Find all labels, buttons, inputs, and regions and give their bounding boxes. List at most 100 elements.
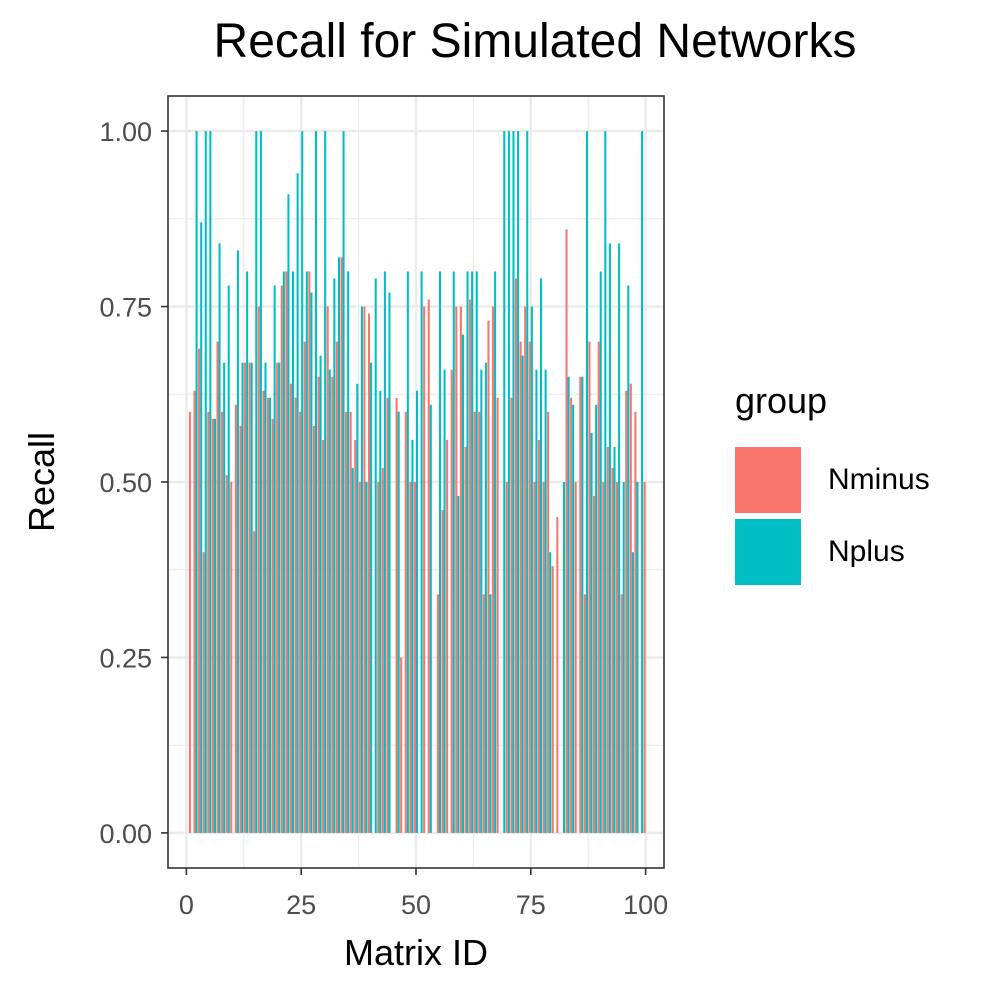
bar-nplus-58 bbox=[452, 271, 455, 833]
bar-nminus-47 bbox=[400, 657, 403, 833]
x-tick-label: 100 bbox=[623, 890, 668, 920]
bar-nplus-25 bbox=[301, 131, 304, 833]
bar-nminus-40 bbox=[368, 313, 371, 833]
bar-nplus-51 bbox=[420, 271, 423, 833]
bar-nplus-36 bbox=[351, 467, 354, 833]
bar-nplus-46 bbox=[397, 411, 400, 833]
bar-nplus-62 bbox=[471, 271, 474, 833]
bar-nminus-23 bbox=[289, 383, 292, 833]
bar-nminus-86 bbox=[579, 376, 582, 833]
bar-nminus-38 bbox=[358, 482, 361, 833]
bar-nplus-29 bbox=[319, 355, 322, 833]
bar-nplus-86 bbox=[581, 376, 584, 833]
bar-nminus-98 bbox=[634, 411, 637, 833]
bar-nplus-69 bbox=[503, 131, 506, 833]
bar-nplus-77 bbox=[540, 278, 543, 833]
bar-nminus-22 bbox=[285, 271, 288, 833]
bar-nplus-3 bbox=[200, 222, 203, 833]
bar-nminus-72 bbox=[514, 278, 518, 833]
bar-nminus-75 bbox=[528, 341, 531, 833]
bar-nminus-21 bbox=[280, 285, 283, 833]
bar-nplus-24 bbox=[296, 173, 299, 833]
bar-nplus-40 bbox=[370, 362, 373, 833]
bar-nminus-83 bbox=[565, 229, 568, 833]
bar-nminus-70 bbox=[505, 482, 508, 833]
y-tick-label: 0.25 bbox=[99, 643, 152, 673]
bar-nminus-42 bbox=[377, 482, 380, 833]
bar-nplus-16 bbox=[259, 131, 262, 833]
bar-nplus-31 bbox=[328, 369, 331, 833]
bar-nminus-46 bbox=[395, 397, 398, 833]
bar-nplus-14 bbox=[250, 362, 253, 833]
legend-swatch-nplus bbox=[735, 519, 801, 585]
y-tick-label: 0.50 bbox=[99, 468, 152, 498]
bar-nplus-37 bbox=[356, 383, 359, 833]
bar-nplus-99 bbox=[641, 131, 644, 833]
bar-nminus-60 bbox=[459, 306, 462, 833]
bar-nplus-61 bbox=[466, 271, 469, 833]
y-tick-label: 0.00 bbox=[99, 819, 152, 849]
bar-nminus-96 bbox=[625, 390, 628, 833]
bar-nminus-13 bbox=[244, 362, 247, 833]
bar-nplus-6 bbox=[213, 418, 216, 833]
bar-nminus-26 bbox=[303, 341, 306, 833]
bar-nminus-84 bbox=[570, 397, 573, 833]
bar-nplus-95 bbox=[622, 482, 625, 833]
bar-nplus-87 bbox=[585, 131, 588, 833]
bar-nminus-89 bbox=[593, 496, 596, 833]
bar-nplus-19 bbox=[273, 285, 276, 833]
bar-nminus-53 bbox=[427, 299, 430, 833]
bar-nplus-94 bbox=[618, 243, 621, 833]
bar-nplus-82 bbox=[562, 482, 566, 833]
bar-nminus-78 bbox=[542, 482, 545, 833]
bar-nminus-97 bbox=[629, 383, 632, 833]
bar-nminus-30 bbox=[322, 439, 325, 833]
bar-nplus-72 bbox=[517, 131, 520, 833]
bar-nminus-39 bbox=[363, 306, 366, 833]
bar-nminus-71 bbox=[510, 397, 513, 833]
bar-nminus-66 bbox=[487, 320, 490, 833]
y-tick-label: 0.75 bbox=[99, 293, 152, 323]
bar-nminus-67 bbox=[492, 306, 495, 833]
bar-nminus-24 bbox=[294, 397, 297, 833]
bar-nplus-12 bbox=[241, 362, 244, 833]
bar-nplus-44 bbox=[388, 292, 391, 833]
bar-nplus-39 bbox=[365, 482, 368, 833]
bar-nminus-1 bbox=[188, 411, 191, 833]
bar-nplus-90 bbox=[599, 271, 602, 833]
bar-nplus-15 bbox=[255, 131, 258, 833]
bar-nplus-70 bbox=[507, 131, 510, 833]
bar-nplus-8 bbox=[223, 362, 226, 833]
bar-nminus-10 bbox=[230, 482, 233, 833]
bar-nminus-76 bbox=[533, 482, 536, 833]
bar-nminus-7 bbox=[216, 341, 219, 833]
bar-nplus-7 bbox=[218, 243, 221, 833]
axes: 0.00 0.25 0.50 0.75 1.00 0 25 50 75 100 Matrix ID R… bbox=[21, 117, 668, 973]
bar-nminus-31 bbox=[326, 306, 329, 833]
bar-nplus-28 bbox=[314, 131, 318, 833]
bar-nminus-56 bbox=[441, 510, 444, 833]
bar-nminus-85 bbox=[574, 482, 577, 833]
bar-nplus-32 bbox=[333, 278, 336, 833]
bar-nplus-48 bbox=[406, 271, 409, 833]
bar-nplus-30 bbox=[324, 131, 327, 833]
bar-nminus-43 bbox=[381, 467, 384, 833]
bar-nplus-55 bbox=[438, 271, 442, 833]
bar-nplus-66 bbox=[489, 594, 492, 833]
bar-nminus-100 bbox=[643, 482, 646, 833]
bar-nplus-4 bbox=[204, 131, 207, 833]
bar-nplus-38 bbox=[360, 306, 363, 833]
bar-nplus-73 bbox=[521, 355, 524, 833]
bar-nminus-61 bbox=[464, 446, 467, 833]
bar-nplus-78 bbox=[544, 369, 547, 833]
bar-nplus-41 bbox=[374, 278, 377, 833]
bar-nminus-74 bbox=[524, 306, 527, 833]
bar-nplus-71 bbox=[512, 131, 515, 833]
bar-nminus-59 bbox=[455, 306, 458, 833]
bar-nplus-83 bbox=[567, 376, 570, 833]
bar-nminus-9 bbox=[225, 474, 228, 833]
bar-nplus-34 bbox=[342, 131, 345, 833]
bar-nminus-88 bbox=[588, 341, 591, 833]
bar-nplus-18 bbox=[269, 397, 272, 833]
